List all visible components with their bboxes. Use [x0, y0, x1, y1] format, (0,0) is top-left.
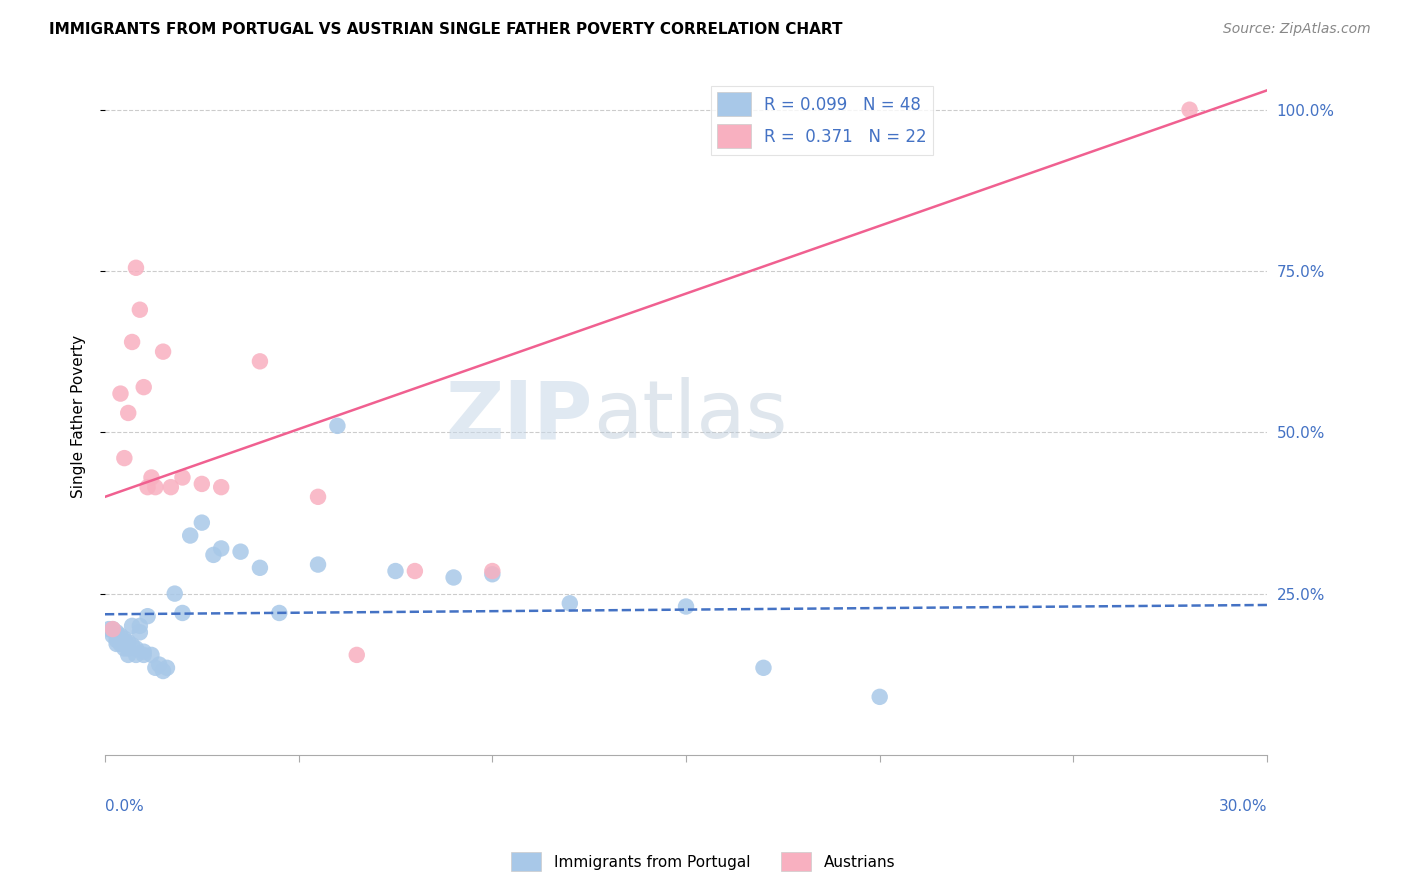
Point [307, 558, 329, 572]
Point [152, 664, 174, 678]
Point [97, 622, 120, 636]
Point [101, 629, 124, 643]
Legend: R = 0.099   N = 48, R =  0.371   N = 22: R = 0.099 N = 48, R = 0.371 N = 22 [710, 86, 934, 154]
Text: 0.0%: 0.0% [105, 799, 143, 814]
Point [202, 548, 225, 562]
Y-axis label: Single Father Poverty: Single Father Poverty [72, 334, 86, 498]
Point [269, 606, 291, 620]
Point [128, 619, 150, 633]
Text: ZIP: ZIP [446, 377, 593, 455]
Text: atlas: atlas [593, 377, 787, 455]
Point [105, 633, 128, 648]
Point [869, 690, 891, 704]
Point [112, 632, 135, 646]
Point [481, 564, 503, 578]
Point [558, 596, 581, 610]
Point [1178, 103, 1201, 117]
Point [110, 386, 132, 401]
Point [117, 648, 139, 662]
Point [110, 637, 132, 651]
Point [141, 648, 163, 662]
Point [443, 570, 465, 584]
Point [125, 648, 148, 662]
Legend: Immigrants from Portugal, Austrians: Immigrants from Portugal, Austrians [505, 847, 901, 877]
Point [229, 544, 252, 558]
Point [132, 648, 155, 662]
Point [752, 661, 775, 675]
Text: Source: ZipAtlas.com: Source: ZipAtlas.com [1223, 22, 1371, 37]
Point [141, 470, 163, 484]
Point [112, 641, 135, 656]
Point [132, 645, 155, 659]
Point [128, 302, 150, 317]
Point [105, 629, 128, 643]
Point [112, 451, 135, 466]
Point [179, 528, 201, 542]
Point [249, 354, 271, 368]
Text: IMMIGRANTS FROM PORTUGAL VS AUSTRIAN SINGLE FATHER POVERTY CORRELATION CHART: IMMIGRANTS FROM PORTUGAL VS AUSTRIAN SIN… [49, 22, 842, 37]
Point [121, 619, 143, 633]
Point [143, 661, 166, 675]
Point [136, 609, 159, 624]
Point [125, 641, 148, 656]
Point [404, 564, 426, 578]
Point [346, 648, 368, 662]
Point [110, 633, 132, 648]
Point [117, 406, 139, 420]
Point [101, 622, 124, 636]
Point [249, 561, 271, 575]
Point [481, 567, 503, 582]
Point [121, 334, 143, 349]
Point [128, 625, 150, 640]
Point [172, 470, 194, 484]
Point [152, 344, 174, 359]
Point [125, 260, 148, 275]
Point [121, 638, 143, 652]
Point [191, 477, 214, 491]
Point [160, 480, 183, 494]
Point [307, 490, 329, 504]
Point [384, 564, 406, 578]
Point [117, 635, 139, 649]
Point [112, 635, 135, 649]
Point [110, 629, 132, 643]
Point [163, 586, 186, 600]
Point [326, 418, 349, 433]
Point [172, 606, 194, 620]
Point [105, 625, 128, 640]
Text: 30.0%: 30.0% [1219, 799, 1267, 814]
Point [101, 622, 124, 636]
Point [148, 657, 170, 672]
Point [143, 480, 166, 494]
Point [209, 480, 232, 494]
Point [117, 641, 139, 656]
Point [136, 480, 159, 494]
Point [156, 661, 179, 675]
Point [191, 516, 214, 530]
Point [209, 541, 232, 556]
Point [105, 637, 128, 651]
Point [132, 380, 155, 394]
Point [675, 599, 697, 614]
